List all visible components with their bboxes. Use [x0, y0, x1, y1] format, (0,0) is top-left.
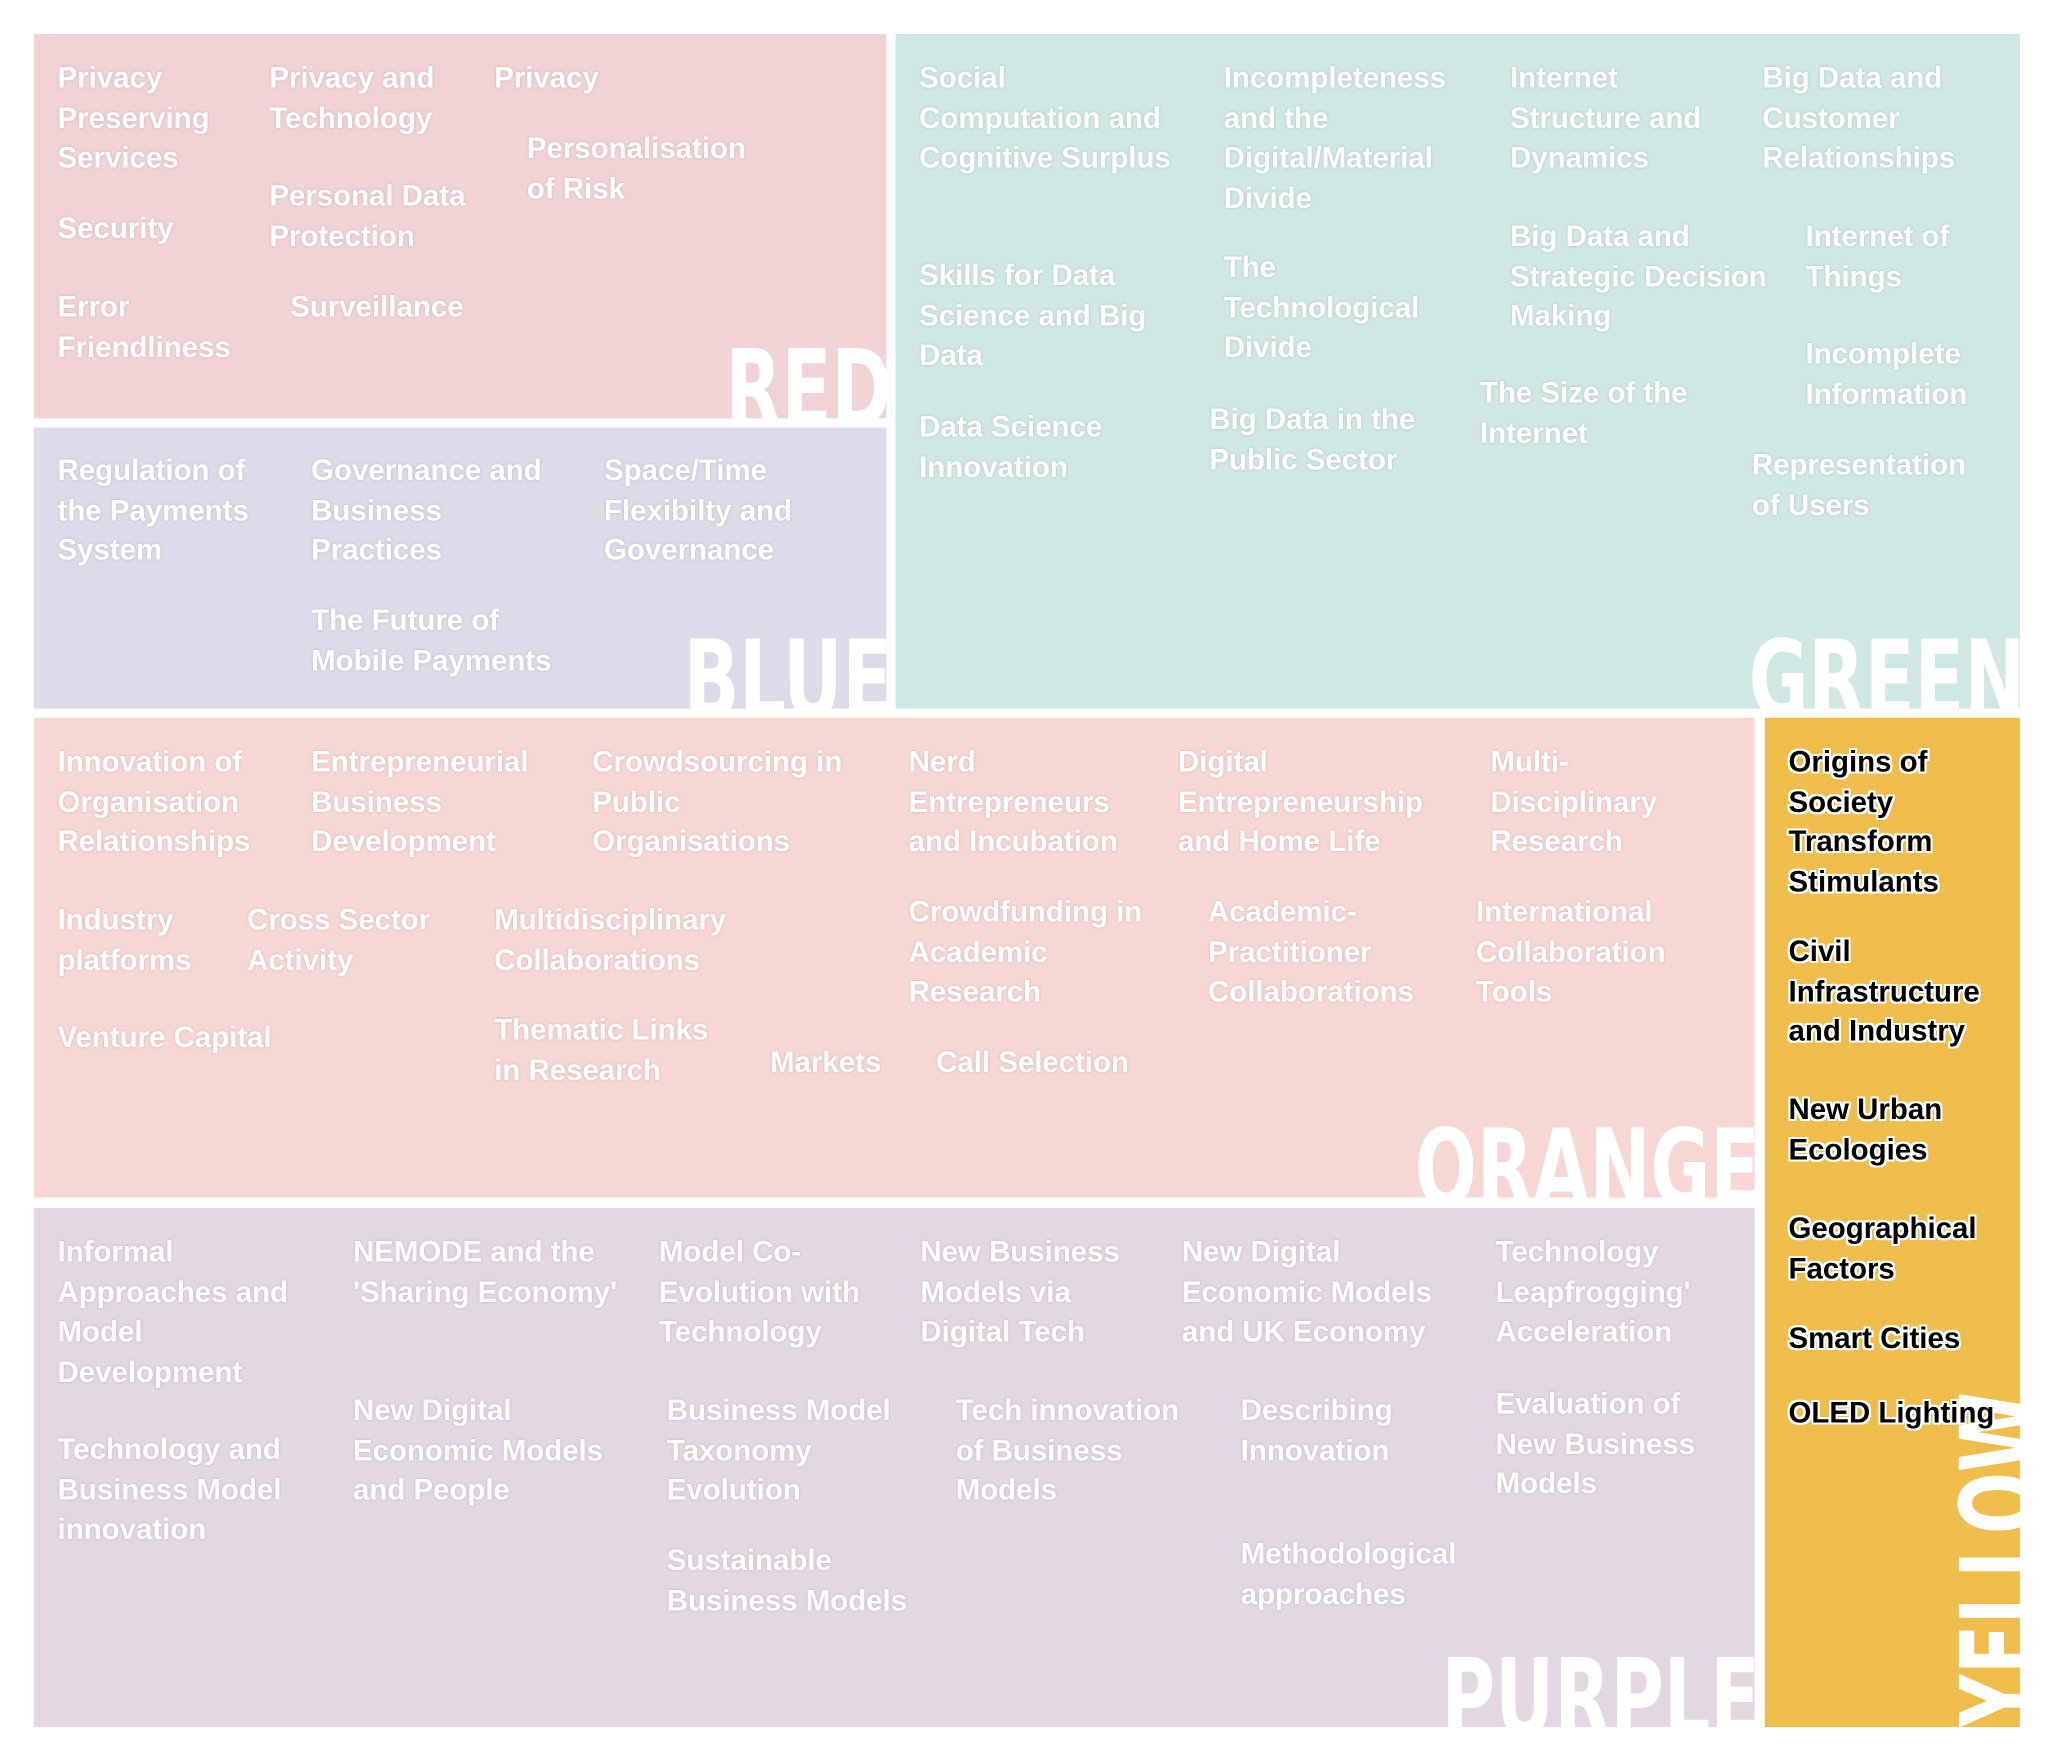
topic: Incomplete Information — [1805, 337, 1968, 410]
topic: Security — [57, 211, 174, 245]
topic: Skills for Data Science and Big Data — [919, 258, 1147, 372]
topic: Describing Innovation — [1240, 1393, 1393, 1467]
section: BLUE Regulation of the Payments System Gov… — [33, 427, 887, 709]
section-label: PURPLE — [1441, 1636, 1755, 1728]
section-label: YELLOW — [1938, 1391, 2020, 1728]
section-label: GREEN — [1748, 618, 2020, 709]
topic: Venture Capital — [57, 1021, 272, 1054]
topic: Academic-Practitioner Collaborations — [1208, 895, 1414, 1009]
topic: Evaluation of New Business Models — [1495, 1387, 1696, 1500]
topic: Social Computation and Cognitive Surplus — [919, 61, 1171, 174]
topic: The Size of the Internet — [1479, 376, 1688, 450]
topic: Tech innovation of Business Models — [955, 1393, 1180, 1507]
topic: Crowdfunding in Academic Research — [908, 895, 1143, 1009]
topic: New Business Models via Digital Tech — [920, 1235, 1120, 1348]
topic: Technology and Business Model innovation — [57, 1432, 282, 1546]
topic: New Digital Economic Models and UK Econo… — [1181, 1235, 1432, 1348]
topic: Space/Time Flexibilty and Governance — [604, 453, 792, 567]
section: PURPLE Informal Approaches and Model Deve… — [33, 1208, 1755, 1728]
topic: Internet of Things — [1805, 219, 1950, 293]
topic: Industry platforms — [57, 903, 192, 976]
topic: Surveillance — [290, 290, 464, 323]
topic: Big Data and Strategic Decision Making — [1510, 219, 1767, 333]
topic: Big Data and Customer Relationships — [1762, 61, 1956, 174]
section: ORANGE Innovation of Organisation Relatio… — [33, 717, 1755, 1198]
topic: OLED Lighting — [1788, 1396, 1995, 1429]
topic: Digital Entrepreneurship and Home Life — [1177, 745, 1424, 858]
topic: Nerd Entrepreneurs and Incubation — [908, 745, 1118, 858]
topic: NEMODE and the 'Sharing Economy' — [352, 1235, 618, 1309]
topic: Big Data in the Public Sector — [1209, 402, 1416, 476]
topic: Thematic Links in Research — [494, 1013, 709, 1086]
topic: Incompleteness and the Digital/Material … — [1223, 61, 1447, 214]
topic: Civil Infrastructure and Industry — [1788, 934, 1980, 1048]
topic: New Urban Ecologies — [1788, 1092, 1943, 1166]
topic: Technology Leapfrogging' Acceleration — [1495, 1235, 1691, 1348]
topic: Informal Approaches and Model Developmen… — [57, 1235, 289, 1388]
topic: Cross Sector Activity — [247, 903, 431, 976]
topic: International Collaboration Tools — [1476, 895, 1666, 1009]
topic: Innovation of Organisation Relationships — [57, 745, 251, 858]
topic: Privacy — [494, 61, 599, 95]
topic: The Future of Mobile Payments — [311, 604, 552, 677]
section: RED Privacy Preserving Services Security Er… — [33, 33, 887, 419]
topic: Personal Data Protection — [269, 179, 466, 252]
section-label: BLUE — [683, 618, 887, 709]
section: GREEN Social Computation and Cognitive Su… — [895, 33, 2020, 709]
topic: Business Model Taxonomy Evolution — [666, 1393, 891, 1507]
section-label: RED — [725, 328, 887, 419]
topic: Entrepreneurial Business Development — [311, 745, 529, 858]
section: YELLOW Origins of Society Transform Stimu… — [1764, 717, 2020, 1728]
topic: Geographical Factors — [1788, 1211, 1977, 1285]
topic: Methodological approaches — [1240, 1537, 1457, 1611]
topic: Model Co-Evolution with Technology — [658, 1235, 860, 1348]
topic: Governance and Business Practices — [311, 453, 542, 567]
topic: Multi-Disciplinary Research — [1490, 745, 1658, 858]
topic: Privacy Preserving Services — [57, 61, 210, 174]
topic: Call Selection — [936, 1045, 1130, 1079]
topic: Regulation of the Payments System — [57, 453, 249, 567]
topic: Privacy and Technology — [269, 61, 435, 135]
topic: The Technological Divide — [1223, 251, 1420, 364]
topic: Multidisciplinary Collaborations — [494, 903, 727, 976]
topic: Origins of Society Transform Stimulants — [1788, 745, 1939, 898]
section-label: ORANGE — [1414, 1107, 1755, 1198]
topic: Crowdsourcing in Public Organisations — [592, 745, 843, 858]
topic: Representation of Users — [1751, 448, 1967, 521]
topic: Internet Structure and Dynamics — [1510, 61, 1702, 174]
topic: Sustainable Business Models — [666, 1544, 908, 1617]
topic: Markets — [770, 1045, 882, 1079]
topic: Error Friendliness — [57, 290, 231, 363]
topic: Data Science Innovation — [919, 410, 1103, 484]
topic: Personalisation of Risk — [526, 132, 746, 205]
topic: New Digital Economic Models and People — [352, 1393, 604, 1507]
topic: Smart Cities — [1788, 1321, 1961, 1355]
